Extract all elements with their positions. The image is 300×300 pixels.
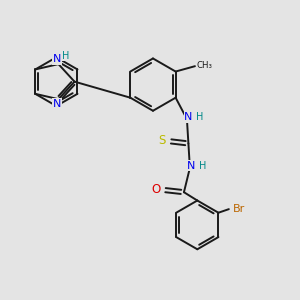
Text: N: N	[53, 54, 61, 64]
Text: N: N	[187, 161, 196, 171]
Text: Br: Br	[233, 204, 245, 214]
Text: H: H	[62, 51, 70, 61]
Text: O: O	[152, 183, 160, 196]
Text: S: S	[158, 134, 165, 147]
Text: H: H	[196, 112, 203, 122]
Text: H: H	[199, 161, 206, 171]
Text: N: N	[53, 99, 61, 109]
Text: CH₃: CH₃	[196, 61, 212, 70]
Text: N: N	[184, 112, 193, 122]
